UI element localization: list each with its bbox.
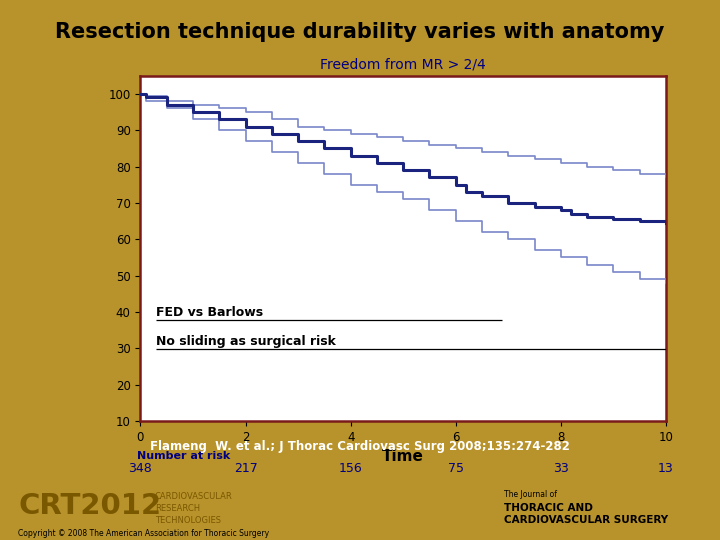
Text: No sliding as surgical risk: No sliding as surgical risk — [156, 335, 336, 348]
Text: Flameng  W. et al.; J Thorac Cardiovasc Surg 2008;135:274-282: Flameng W. et al.; J Thorac Cardiovasc S… — [150, 440, 570, 453]
Text: 75: 75 — [448, 462, 464, 475]
Text: 33: 33 — [553, 462, 569, 475]
Text: Number at risk: Number at risk — [137, 451, 230, 461]
Text: Resection technique durability varies with anatomy: Resection technique durability varies wi… — [55, 22, 665, 42]
Text: The Journal of: The Journal of — [504, 490, 557, 500]
Title: Freedom from MR > 2/4: Freedom from MR > 2/4 — [320, 58, 486, 72]
Text: 217: 217 — [234, 462, 257, 475]
Text: 348: 348 — [129, 462, 152, 475]
Text: 156: 156 — [339, 462, 362, 475]
Text: FED vs Barlows: FED vs Barlows — [156, 306, 264, 319]
X-axis label: Time: Time — [382, 449, 424, 464]
Text: CARDIOVASCULAR
RESEARCH
TECHNOLOGIES: CARDIOVASCULAR RESEARCH TECHNOLOGIES — [155, 492, 233, 525]
Text: THORACIC AND
CARDIOVASCULAR SURGERY: THORACIC AND CARDIOVASCULAR SURGERY — [504, 503, 668, 525]
Text: 13: 13 — [658, 462, 674, 475]
Text: CRT2012: CRT2012 — [18, 492, 161, 521]
Text: Copyright © 2008 The American Association for Thoracic Surgery: Copyright © 2008 The American Associatio… — [18, 529, 269, 538]
